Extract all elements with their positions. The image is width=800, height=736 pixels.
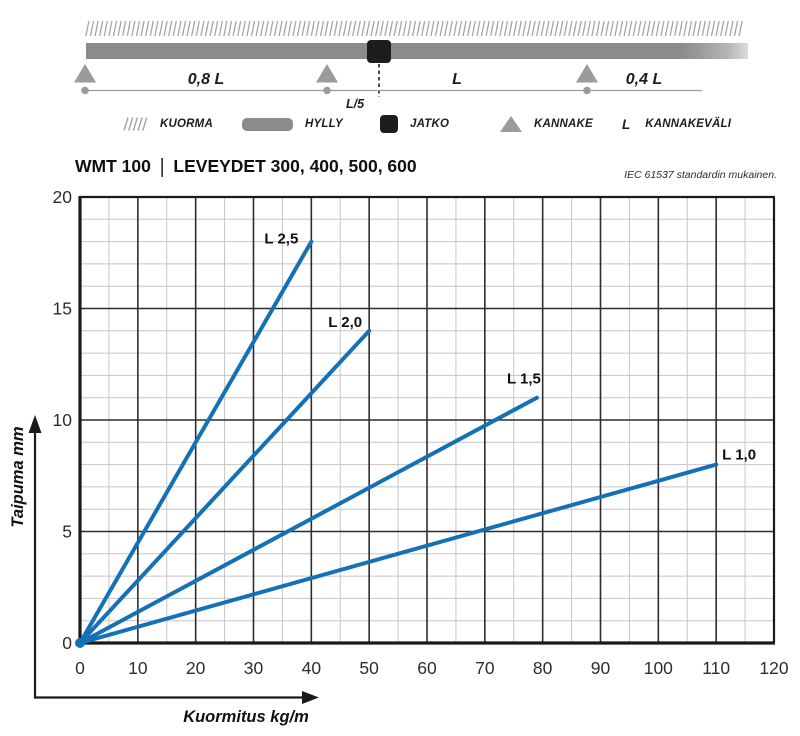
series-line-L 2,0: [78, 328, 372, 645]
legend-label: KANNAKEVÄLI: [645, 118, 732, 130]
standard-note: IEC 61537 standardin mukainen.: [624, 169, 777, 181]
y-tick-label: 5: [62, 522, 72, 542]
y-axis-title: Taipuma mm: [9, 426, 27, 527]
model-name: WMT 100: [75, 156, 151, 176]
shelf-bar-icon: [242, 117, 293, 131]
x-tick-label: 80: [533, 658, 553, 678]
span-mid-label: L: [452, 71, 462, 88]
deflection-chart: L 2,5L 2,0L 1,5L 1,00 10 20 30 40 50 60 70 80 90 1…: [53, 187, 789, 678]
axis-arrow-lines: [33, 432, 303, 699]
shelf-bar: [86, 43, 748, 59]
support-point: [323, 86, 331, 95]
legend-item-hylly: HYLLY: [242, 110, 343, 138]
origin-point: [75, 638, 85, 648]
support-point: [583, 86, 591, 95]
y-tick-label: 15: [53, 299, 72, 319]
x-axis-arrowhead-icon: [302, 691, 319, 704]
legend-label: KUORMA: [160, 118, 213, 130]
legend-label: HYLLY: [305, 118, 343, 130]
support-triangle-right: [576, 64, 598, 83]
support-point: [81, 86, 89, 95]
x-tick-label: 10: [128, 658, 148, 678]
x-axis-title: Kuormitus kg/m: [183, 708, 309, 726]
legend-item-kuorma: KUORMA: [122, 110, 213, 138]
y-axis-arrowhead-icon: [28, 415, 42, 433]
y-tick-label: 10: [53, 410, 73, 430]
span-left-label: 0,8 L: [188, 71, 224, 88]
series-label-L 1,5: L 1,5: [507, 371, 541, 388]
joint-marker: [367, 40, 391, 63]
x-tick-label: 90: [591, 658, 611, 678]
title-divider: |: [159, 154, 165, 178]
series-label-L 2,0: L 2,0: [328, 314, 362, 331]
page-title: WMT 100 | LEVEYDET 300, 400, 500, 600: [75, 154, 417, 178]
series-label-L 2,5: L 2,5: [264, 231, 298, 248]
legend-item-kannakevali: L KANNAKEVÄLI: [622, 110, 731, 138]
legend-item-jatko: JATKO: [380, 110, 449, 138]
span-letter-icon: L: [622, 116, 631, 132]
legend: KUORMA HYLLY JATKO KANNAKE L KANNAKEVÄLI: [0, 110, 800, 138]
x-tick-label: 20: [186, 658, 206, 678]
series-label-L 1,0: L 1,0: [722, 447, 756, 464]
support-triangle-icon: [500, 116, 522, 132]
x-tick-label: 50: [359, 658, 379, 678]
load-hatch: [85, 21, 743, 36]
x-tick-label: 30: [244, 658, 264, 678]
x-tick-label: 110: [702, 658, 730, 678]
joint-square-icon: [380, 115, 398, 133]
y-tick-label: 20: [53, 187, 73, 207]
x-tick-label: 70: [475, 658, 495, 678]
legend-item-kannake: KANNAKE: [500, 110, 593, 138]
x-tick-label: 120: [759, 658, 788, 678]
joint-offset-label: L/5: [346, 97, 365, 111]
y-tick-label: 0: [62, 633, 72, 653]
widths-label: LEVEYDET 300, 400, 500, 600: [173, 156, 417, 176]
axis-arrows: [28, 415, 319, 704]
x-tick-label: 40: [302, 658, 322, 678]
support-triangle-mid: [316, 64, 338, 83]
series-line-L 1,0: [78, 462, 719, 645]
series-line-L 1,5: [78, 395, 539, 645]
span-right-label: 0,4 L: [626, 71, 662, 88]
x-tick-label: 0: [75, 658, 85, 678]
load-hatch-icon: [123, 117, 148, 131]
series-line-L 2,5: [78, 239, 314, 645]
beam-schematic: 0,8 L L 0,4 L L/5: [74, 21, 748, 111]
legend-label: KANNAKE: [534, 118, 593, 130]
x-tick-label: 100: [644, 658, 673, 678]
legend-label: JATKO: [410, 118, 450, 130]
x-tick-label: 60: [417, 658, 437, 678]
support-triangle-left: [74, 64, 96, 83]
